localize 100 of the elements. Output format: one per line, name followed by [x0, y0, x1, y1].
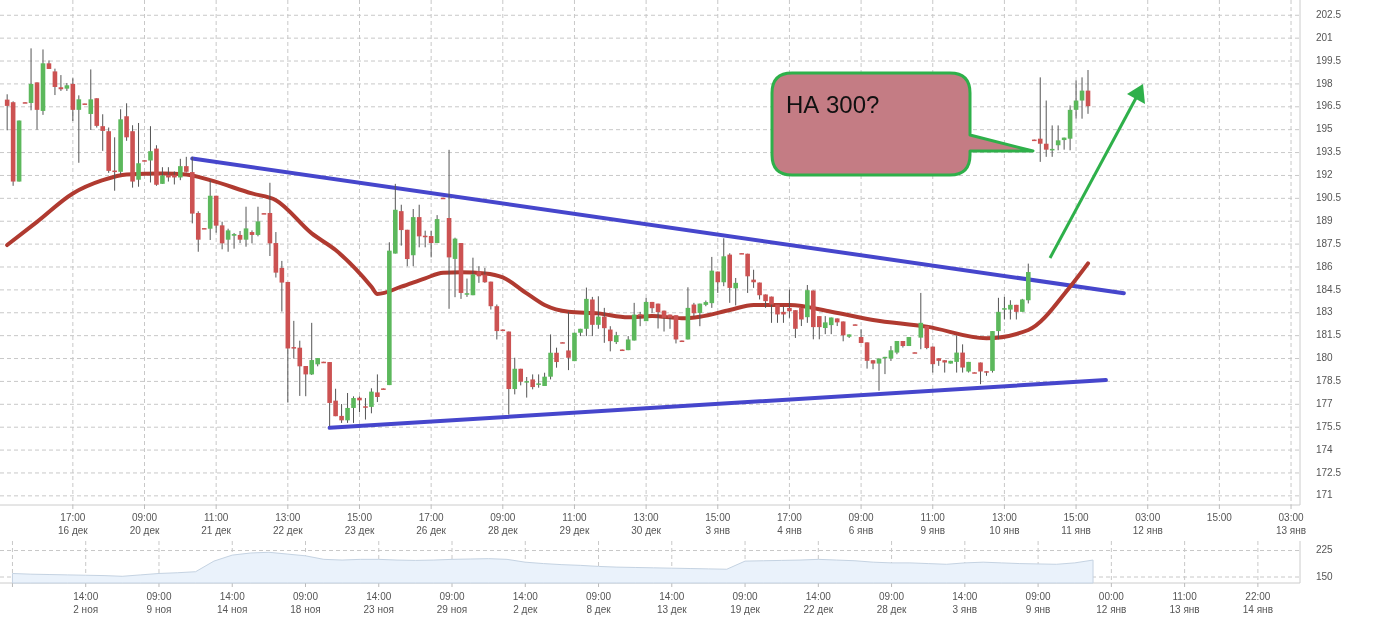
candlestick	[524, 376, 529, 399]
candlestick	[76, 94, 82, 164]
candlestick	[339, 403, 344, 424]
candlestick	[960, 343, 965, 374]
candlestick	[64, 82, 70, 92]
y-tick-label: 150	[1316, 570, 1334, 582]
x-tick-label: 14:00 2 дек	[512, 591, 539, 615]
candlestick	[596, 295, 601, 330]
candlestick	[178, 158, 183, 181]
candlestick	[566, 311, 571, 371]
candlestick	[345, 392, 350, 424]
y-tick-label: 195	[1316, 123, 1334, 135]
x-tick-label: 09:00 20 дек	[129, 512, 160, 536]
x-tick-label: 09:00 9 ноя	[146, 591, 172, 615]
candlestick	[1055, 124, 1061, 151]
x-tick-label: 13:00 10 янв	[989, 512, 1020, 536]
candlestick	[363, 397, 368, 421]
x-tick-label: 14:00 22 дек	[803, 591, 834, 615]
candlestick	[231, 232, 237, 250]
candlestick	[243, 206, 249, 248]
candlestick	[398, 204, 404, 247]
x-tick-label: 09:00 9 янв	[1025, 591, 1052, 615]
candlestick	[255, 206, 261, 237]
y-tick-label: 175.5	[1316, 420, 1342, 432]
line-series	[5, 171, 1091, 341]
candlestick	[303, 365, 309, 397]
x-tick-label: 14:00 3 янв	[952, 591, 978, 615]
y-tick-label: 187.5	[1316, 237, 1342, 249]
candlestick	[548, 333, 553, 380]
y-tick-label: 174	[1316, 443, 1334, 455]
candlestick	[369, 387, 374, 414]
x-tick-label: 15:00 23 дек	[344, 512, 375, 536]
x-tick-label: 09:00 19 дек	[730, 591, 761, 615]
y-tick-label: 180	[1316, 352, 1334, 364]
y-tick-label: 178.5	[1316, 375, 1342, 387]
x-tick-label: 13:00 22 дек	[272, 512, 304, 536]
y-tick-label: 186	[1316, 260, 1334, 272]
y-tick-label: 225	[1316, 544, 1334, 556]
x-tick-label: 15:00	[1206, 512, 1233, 523]
x-tick-label: 11:00 21 дек	[201, 512, 232, 536]
candlestick	[88, 68, 94, 131]
candlestick	[1043, 100, 1049, 158]
candlestick	[351, 395, 356, 424]
y-tick-label: 192	[1316, 169, 1334, 181]
y-tick-label: 193.5	[1316, 146, 1342, 158]
candlestick	[249, 229, 255, 244]
candlestick	[607, 325, 613, 352]
x-tick-label: 13:00 30 дек	[631, 512, 662, 536]
x-tick-label: 03:00 13 янв	[1275, 512, 1307, 536]
candlestick	[870, 359, 876, 370]
x-tick-label: 09:00 28 дек	[876, 591, 908, 615]
x-tick-label: 03:00 12 янв	[1132, 512, 1163, 536]
candlestick	[225, 228, 231, 253]
candlestick	[100, 113, 106, 152]
x-tick-label: 09:00 29 ноя	[436, 591, 468, 615]
y-tick-label: 171	[1316, 489, 1334, 501]
x-tick-label: 15:00 11 янв	[1061, 512, 1091, 536]
candlestick	[375, 373, 380, 403]
y-tick-label: 181.5	[1316, 329, 1342, 341]
candlestick	[602, 307, 607, 344]
y-tick-label: 201	[1316, 31, 1334, 43]
x-tick-label: 14:00 13 дек	[656, 591, 688, 615]
x-tick-label: 09:00 18 ноя	[290, 591, 321, 615]
annotation: НА 300?	[786, 91, 880, 118]
y-tick-label: 196.5	[1316, 100, 1342, 112]
x-tick-label: 09:00 28 дек	[487, 512, 519, 536]
x-tick-label: 15:00 3 янв	[705, 512, 731, 536]
x-tick-label: 14:00 14 ноя	[217, 591, 248, 615]
x-tick-label: 09:00 6 янв	[848, 512, 875, 536]
x-tick-label: 17:00 26 дек	[416, 512, 447, 536]
y-tick-label: 199.5	[1316, 54, 1342, 66]
x-tick-label: 09:00 8 дек	[586, 591, 612, 615]
candlestick	[136, 122, 141, 188]
x-tick-label: 17:00 4 янв	[776, 512, 803, 536]
y-tick-label: 190.5	[1316, 191, 1342, 203]
y-tick-label: 172.5	[1316, 466, 1342, 478]
x-tick-label: 14:00 23 ноя	[363, 591, 394, 615]
x-tick-label: 11:00 29 дек	[559, 512, 590, 536]
y-tick-label: 189	[1316, 214, 1334, 226]
x-tick-label: 17:00 16 дек	[58, 512, 89, 536]
candlestick	[637, 311, 643, 327]
x-tick-label: 11:00 13 янв	[1169, 591, 1200, 615]
x-tick-label: 11:00 9 янв	[920, 512, 946, 536]
candlestick	[464, 278, 470, 298]
candlestick	[416, 204, 422, 248]
candlestick	[148, 125, 153, 183]
y-tick-label: 198	[1316, 77, 1334, 89]
x-tick-label: 14:00 2 ноя	[73, 591, 99, 615]
candlestick	[279, 260, 285, 313]
candlestick	[733, 277, 738, 306]
x-tick-label: 22:00 14 янв	[1242, 591, 1273, 615]
y-tick-label: 202.5	[1316, 8, 1342, 20]
candlestick	[996, 297, 1001, 340]
y-tick-label: 184.5	[1316, 283, 1342, 295]
candlestick	[237, 230, 243, 244]
x-tick-label: 00:00 12 янв	[1096, 591, 1127, 615]
y-tick-label: 177	[1316, 397, 1334, 409]
candlestick	[554, 347, 559, 369]
y-tick-label: 183	[1316, 306, 1334, 318]
candlestick	[512, 357, 518, 395]
